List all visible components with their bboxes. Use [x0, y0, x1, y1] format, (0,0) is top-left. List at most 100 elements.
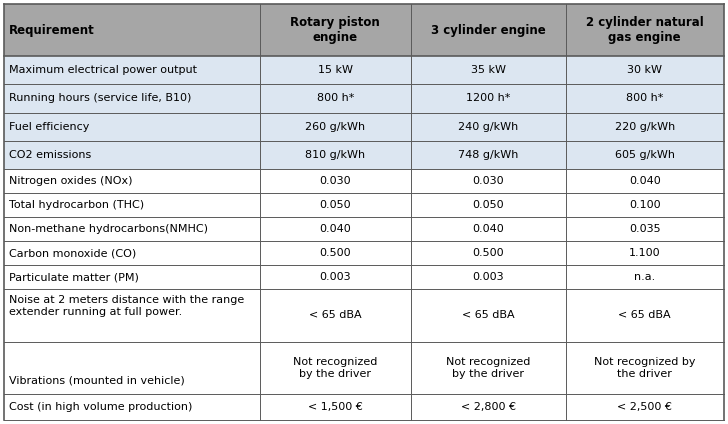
Bar [4, 141, 260, 169]
Bar [566, 4, 724, 56]
Bar [4, 289, 260, 342]
Text: Non-methane hydrocarbons(NMHC): Non-methane hydrocarbons(NMHC) [9, 224, 208, 234]
Bar [411, 56, 566, 84]
Text: < 65 dBA: < 65 dBA [462, 310, 515, 321]
Bar [411, 84, 566, 112]
Text: Vibrations (mounted in vehicle): Vibrations (mounted in vehicle) [9, 376, 185, 386]
Bar [566, 394, 724, 420]
Text: < 2,800 €: < 2,800 € [461, 402, 515, 412]
Text: Running hours (service life, B10): Running hours (service life, B10) [9, 93, 191, 103]
Bar [566, 84, 724, 112]
Bar [411, 394, 566, 420]
Bar [566, 265, 724, 289]
Text: 0.003: 0.003 [320, 272, 351, 282]
Bar [4, 112, 260, 141]
Bar [260, 141, 411, 169]
Bar [4, 241, 260, 265]
Bar [4, 169, 260, 193]
Bar [260, 217, 411, 241]
Text: Total hydrocarbon (THC): Total hydrocarbon (THC) [9, 200, 144, 210]
Text: Rotary piston
engine: Rotary piston engine [290, 16, 380, 44]
Text: 0.050: 0.050 [320, 200, 351, 210]
Bar [260, 169, 411, 193]
Text: 2 cylinder natural
gas engine: 2 cylinder natural gas engine [586, 16, 704, 44]
Bar [566, 169, 724, 193]
Text: Not recognized by
the driver: Not recognized by the driver [594, 357, 695, 379]
Bar [260, 265, 411, 289]
Bar [411, 169, 566, 193]
Text: Particulate matter (PM): Particulate matter (PM) [9, 272, 139, 282]
Bar [260, 112, 411, 141]
Bar [566, 141, 724, 169]
Text: CO2 emissions: CO2 emissions [9, 150, 91, 160]
Text: n.a.: n.a. [634, 272, 655, 282]
Text: 748 g/kWh: 748 g/kWh [458, 150, 518, 160]
Bar [411, 4, 566, 56]
Text: 1.100: 1.100 [629, 248, 660, 258]
Bar [411, 141, 566, 169]
Text: 800 h*: 800 h* [317, 93, 354, 103]
Text: 0.035: 0.035 [629, 224, 660, 234]
Text: 0.500: 0.500 [320, 248, 351, 258]
Text: 240 g/kWh: 240 g/kWh [458, 122, 518, 131]
Text: 30 kW: 30 kW [628, 65, 662, 75]
Text: < 65 dBA: < 65 dBA [619, 310, 671, 321]
Text: 800 h*: 800 h* [626, 93, 663, 103]
Bar [411, 289, 566, 342]
Bar [260, 342, 411, 394]
Bar [4, 4, 260, 56]
Bar [411, 217, 566, 241]
Text: 605 g/kWh: 605 g/kWh [615, 150, 675, 160]
Text: 0.040: 0.040 [472, 224, 504, 234]
Bar [566, 342, 724, 394]
Bar [566, 217, 724, 241]
Bar [4, 342, 260, 394]
Text: < 65 dBA: < 65 dBA [309, 310, 362, 321]
Text: 810 g/kWh: 810 g/kWh [305, 150, 365, 160]
Text: 0.030: 0.030 [320, 176, 351, 186]
Text: 0.500: 0.500 [472, 248, 504, 258]
Bar [260, 56, 411, 84]
Text: Cost (in high volume production): Cost (in high volume production) [9, 402, 192, 412]
Text: < 1,500 €: < 1,500 € [308, 402, 363, 412]
Bar [566, 289, 724, 342]
Bar [566, 112, 724, 141]
Text: 0.050: 0.050 [472, 200, 504, 210]
Text: 3 cylinder engine: 3 cylinder engine [431, 24, 545, 36]
Text: 1200 h*: 1200 h* [466, 93, 510, 103]
Bar [260, 84, 411, 112]
Bar [260, 289, 411, 342]
Text: < 2,500 €: < 2,500 € [617, 402, 672, 412]
Text: Requirement: Requirement [9, 24, 95, 36]
Text: 0.030: 0.030 [472, 176, 504, 186]
Bar [566, 241, 724, 265]
Bar [4, 265, 260, 289]
Text: 35 kW: 35 kW [471, 65, 506, 75]
Bar [4, 56, 260, 84]
Text: Not recognized
by the driver: Not recognized by the driver [293, 357, 377, 379]
Bar [411, 241, 566, 265]
Bar [4, 217, 260, 241]
Bar [260, 241, 411, 265]
Bar [4, 394, 260, 420]
Bar [566, 56, 724, 84]
Text: 0.100: 0.100 [629, 200, 660, 210]
Bar [4, 193, 260, 217]
Text: 15 kW: 15 kW [317, 65, 352, 75]
Text: 0.040: 0.040 [320, 224, 351, 234]
Text: Maximum electrical power output: Maximum electrical power output [9, 65, 197, 75]
Text: 220 g/kWh: 220 g/kWh [614, 122, 675, 131]
Bar [260, 193, 411, 217]
Text: 0.003: 0.003 [472, 272, 504, 282]
Bar [411, 112, 566, 141]
Bar [260, 394, 411, 420]
Bar [566, 193, 724, 217]
Text: Fuel efficiency: Fuel efficiency [9, 122, 90, 131]
Bar [411, 193, 566, 217]
Text: 260 g/kWh: 260 g/kWh [305, 122, 365, 131]
Text: 0.040: 0.040 [629, 176, 661, 186]
Text: Carbon monoxide (CO): Carbon monoxide (CO) [9, 248, 136, 258]
Bar [411, 342, 566, 394]
Bar [411, 265, 566, 289]
Bar [260, 4, 411, 56]
